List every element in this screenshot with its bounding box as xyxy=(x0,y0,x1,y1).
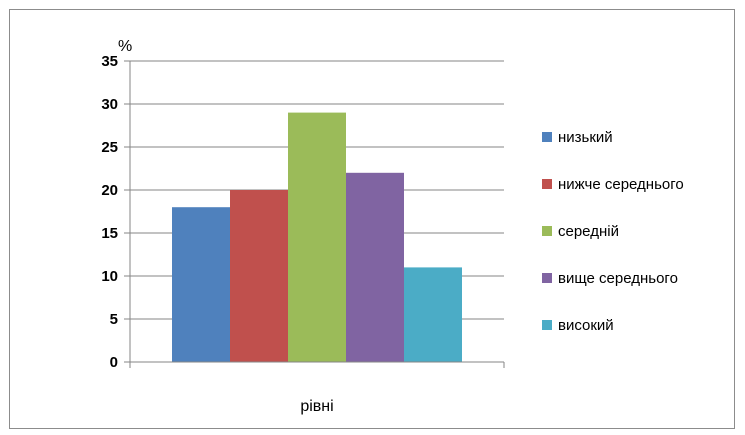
legend-label: вище середнього xyxy=(558,270,678,287)
legend-label: високий xyxy=(558,317,614,334)
legend-swatch xyxy=(542,273,552,283)
y-tick-label: 30 xyxy=(101,96,118,113)
bar-5 xyxy=(404,267,462,362)
y-tick-label: 10 xyxy=(101,268,118,285)
y-tick-label: 20 xyxy=(101,182,118,199)
y-tick-labels: 0 5 10 15 20 25 30 35 xyxy=(101,53,118,371)
y-tick-label: 15 xyxy=(101,225,118,242)
y-tick-label: 25 xyxy=(101,139,118,156)
legend-label: низький xyxy=(558,129,613,146)
legend-label: середній xyxy=(558,223,619,240)
y-tick-label: 35 xyxy=(101,53,118,70)
x-category-label: рівні xyxy=(300,398,333,415)
bar-1 xyxy=(172,207,230,362)
bar-4 xyxy=(346,172,404,362)
legend-label: нижче середнього xyxy=(558,176,684,193)
legend: низький нижче середнього середній вище сере… xyxy=(542,129,684,334)
y-tick-label: 0 xyxy=(110,354,118,371)
y-tick-label: 5 xyxy=(110,311,118,328)
axes xyxy=(129,61,505,368)
bar-2 xyxy=(230,190,288,362)
legend-swatch xyxy=(542,226,552,236)
legend-swatch xyxy=(542,179,552,189)
legend-swatch xyxy=(542,320,552,330)
y-axis-unit-label: % xyxy=(118,38,132,55)
bars xyxy=(172,112,462,362)
bar-3 xyxy=(288,112,346,362)
legend-swatch xyxy=(542,132,552,142)
